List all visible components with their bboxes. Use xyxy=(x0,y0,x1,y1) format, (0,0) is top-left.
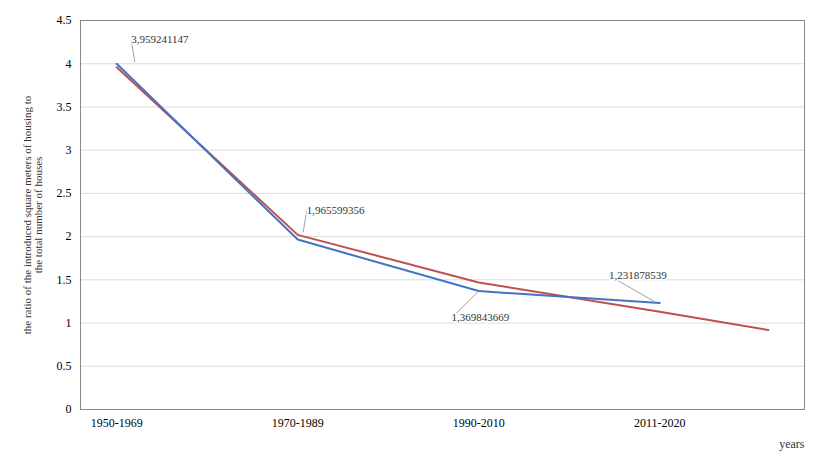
svg-text:3.5: 3.5 xyxy=(57,100,72,114)
svg-text:3,959241147: 3,959241147 xyxy=(131,33,189,45)
svg-text:1950-1969: 1950-1969 xyxy=(91,416,143,430)
svg-text:2.5: 2.5 xyxy=(57,186,72,200)
svg-text:2011-2020: 2011-2020 xyxy=(634,416,686,430)
svg-text:1.5: 1.5 xyxy=(57,273,72,287)
svg-text:1,369843669: 1,369843669 xyxy=(452,311,510,323)
svg-text:4.5: 4.5 xyxy=(57,13,72,27)
svg-text:1990-2010: 1990-2010 xyxy=(453,416,505,430)
svg-text:0.5: 0.5 xyxy=(57,359,72,373)
svg-text:the ratio of the introduced sq: the ratio of the introduced square meter… xyxy=(21,95,44,334)
svg-text:1,231878539: 1,231878539 xyxy=(609,269,667,281)
svg-text:1,965599356: 1,965599356 xyxy=(307,204,365,216)
svg-text:2: 2 xyxy=(66,229,72,243)
svg-text:1970-1989: 1970-1989 xyxy=(272,416,324,430)
svg-text:years: years xyxy=(779,437,805,451)
svg-text:4: 4 xyxy=(66,57,72,71)
svg-text:3: 3 xyxy=(66,143,72,157)
svg-text:0: 0 xyxy=(66,402,72,416)
svg-text:1: 1 xyxy=(66,316,72,330)
